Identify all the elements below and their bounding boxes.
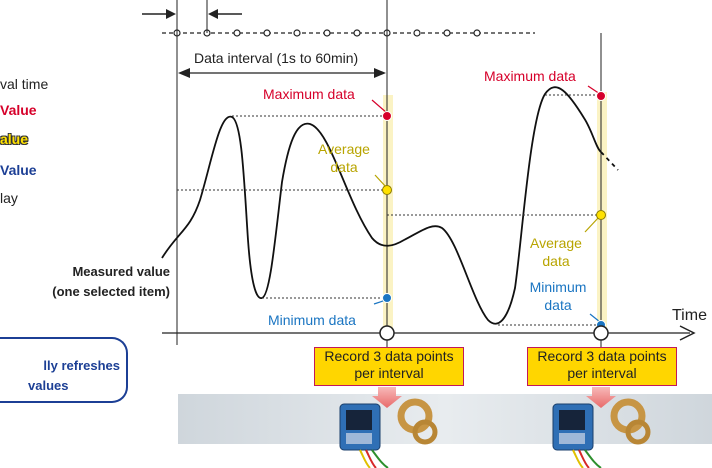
logger-device-icon-right bbox=[552, 387, 616, 468]
record-point-right bbox=[593, 325, 609, 341]
logger-device-icon bbox=[339, 387, 402, 468]
left-min-marker bbox=[382, 293, 392, 303]
current-clamp-icon-right bbox=[610, 398, 651, 445]
interval-arrow-right-icon bbox=[374, 68, 386, 78]
interval-label: Data interval (1s to 60min) bbox=[194, 50, 359, 66]
refresh-box bbox=[0, 337, 128, 403]
right-average-label: Average data bbox=[530, 235, 582, 269]
time-axis-arrow-icon bbox=[679, 325, 696, 341]
right-maximum-label: Maximum data bbox=[484, 68, 576, 84]
right-max-marker bbox=[596, 91, 606, 101]
left-max-marker bbox=[382, 111, 392, 121]
interval-band-left bbox=[383, 95, 393, 333]
measured-value-label: Measured value (one selected item) bbox=[52, 264, 170, 299]
left-avg-marker bbox=[382, 185, 392, 195]
left-arrow-icon bbox=[208, 9, 218, 19]
time-axis-label: Time bbox=[672, 307, 707, 324]
current-clamp-icon bbox=[397, 398, 438, 445]
right-arrow-icon bbox=[166, 9, 176, 19]
legend-display: lay bbox=[0, 190, 18, 206]
right-minimum-label: Minimum data bbox=[529, 279, 587, 313]
legend-avg-value: alue bbox=[0, 131, 29, 147]
legend-max-value: Value bbox=[0, 102, 37, 118]
record-point-left bbox=[379, 325, 395, 341]
record-box-left: Record 3 data points per interval bbox=[314, 347, 464, 386]
measured-waveform bbox=[161, 86, 602, 325]
refresh-label: lly refreshes values bbox=[28, 358, 120, 393]
interval-arrow-left-icon bbox=[178, 68, 190, 78]
left-maximum-label: Maximum data bbox=[263, 86, 355, 102]
legend-interval-time: val time bbox=[0, 76, 49, 92]
left-average-label: Average data bbox=[318, 141, 370, 175]
record-box-right: Record 3 data points per interval bbox=[527, 347, 677, 386]
legend-min-value: Value bbox=[0, 162, 37, 178]
right-avg-marker bbox=[596, 210, 606, 220]
left-minimum-label: Minimum data bbox=[268, 312, 356, 328]
